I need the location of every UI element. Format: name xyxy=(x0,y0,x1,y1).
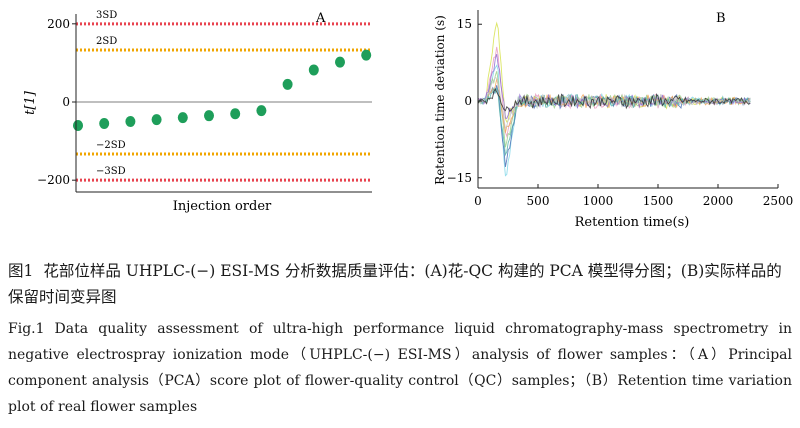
panel-label-b: B xyxy=(716,11,726,26)
x-axis-label-a: Injection order xyxy=(173,199,272,214)
score-point xyxy=(230,108,241,120)
figure-caption-cn: 图1 花部位样品 UHPLC-(−) ESI-MS 分析数据质量评估：(A)花-Q… xyxy=(8,258,792,310)
score-point xyxy=(99,118,110,129)
x-tick-label-b: 2000 xyxy=(703,194,734,208)
score-point xyxy=(73,119,83,131)
caption-text-cn: 花部位样品 UHPLC-(−) ESI-MS 分析数据质量评估：(A)花-QC … xyxy=(8,262,782,306)
score-point xyxy=(151,114,162,126)
reference-line-label: 3SD xyxy=(96,10,117,21)
score-point xyxy=(282,78,293,90)
deviation-series-line xyxy=(477,76,751,130)
score-point xyxy=(125,116,136,128)
score-point xyxy=(361,49,372,61)
y-tick-label-b: 0 xyxy=(464,94,472,108)
y-axis-label-a: t[1] xyxy=(23,90,38,115)
figure-caption-en: Fig.1 Data quality assessment of ultra-hi… xyxy=(8,316,792,420)
deviation-series-line xyxy=(477,64,751,177)
x-tick-label-b: 0 xyxy=(474,194,482,208)
reference-line-label: 2SD xyxy=(96,36,117,47)
score-point xyxy=(308,64,319,76)
x-axis-label-b: Retention time(s) xyxy=(575,215,690,230)
reference-line-label: −2SD xyxy=(96,140,126,151)
x-tick-label-b: 500 xyxy=(527,194,550,208)
caption-text-en: Data quality assessment of ultra-high pe… xyxy=(8,321,792,415)
y-tick-label-b: −15 xyxy=(447,171,472,185)
y-tick-label-a: 200 xyxy=(47,17,70,31)
deviation-series-line xyxy=(477,53,751,119)
caption-label-cn: 图1 xyxy=(8,262,34,280)
x-tick-label-b: 2500 xyxy=(763,194,794,208)
score-point xyxy=(335,56,345,68)
caption-label-en: Fig.1 xyxy=(8,321,45,337)
y-tick-label-a: −200 xyxy=(37,173,70,187)
x-tick-label-b: 1000 xyxy=(583,194,614,208)
pca-score-plot: 3SD 2SD −2SD −3SD 200 0 −200 A t[1] Injection… xyxy=(23,10,372,214)
deviation-series-line xyxy=(477,88,751,112)
deviation-series-line xyxy=(477,87,751,157)
reference-line-label: −3SD xyxy=(96,166,126,177)
deviation-series-line xyxy=(477,71,751,148)
y-tick-label-a: 0 xyxy=(62,95,70,109)
deviation-series-line xyxy=(477,78,751,133)
score-point xyxy=(204,110,214,122)
score-point xyxy=(177,112,188,124)
score-point xyxy=(256,105,267,117)
x-tick-label-b: 1500 xyxy=(643,194,674,208)
deviation-series-line xyxy=(477,46,751,138)
deviation-series-line xyxy=(477,21,751,123)
panel-label-a: A xyxy=(315,11,326,26)
y-axis-label-b: Retention time deviation (s) xyxy=(433,15,447,185)
y-tick-label-b: 15 xyxy=(457,17,472,31)
